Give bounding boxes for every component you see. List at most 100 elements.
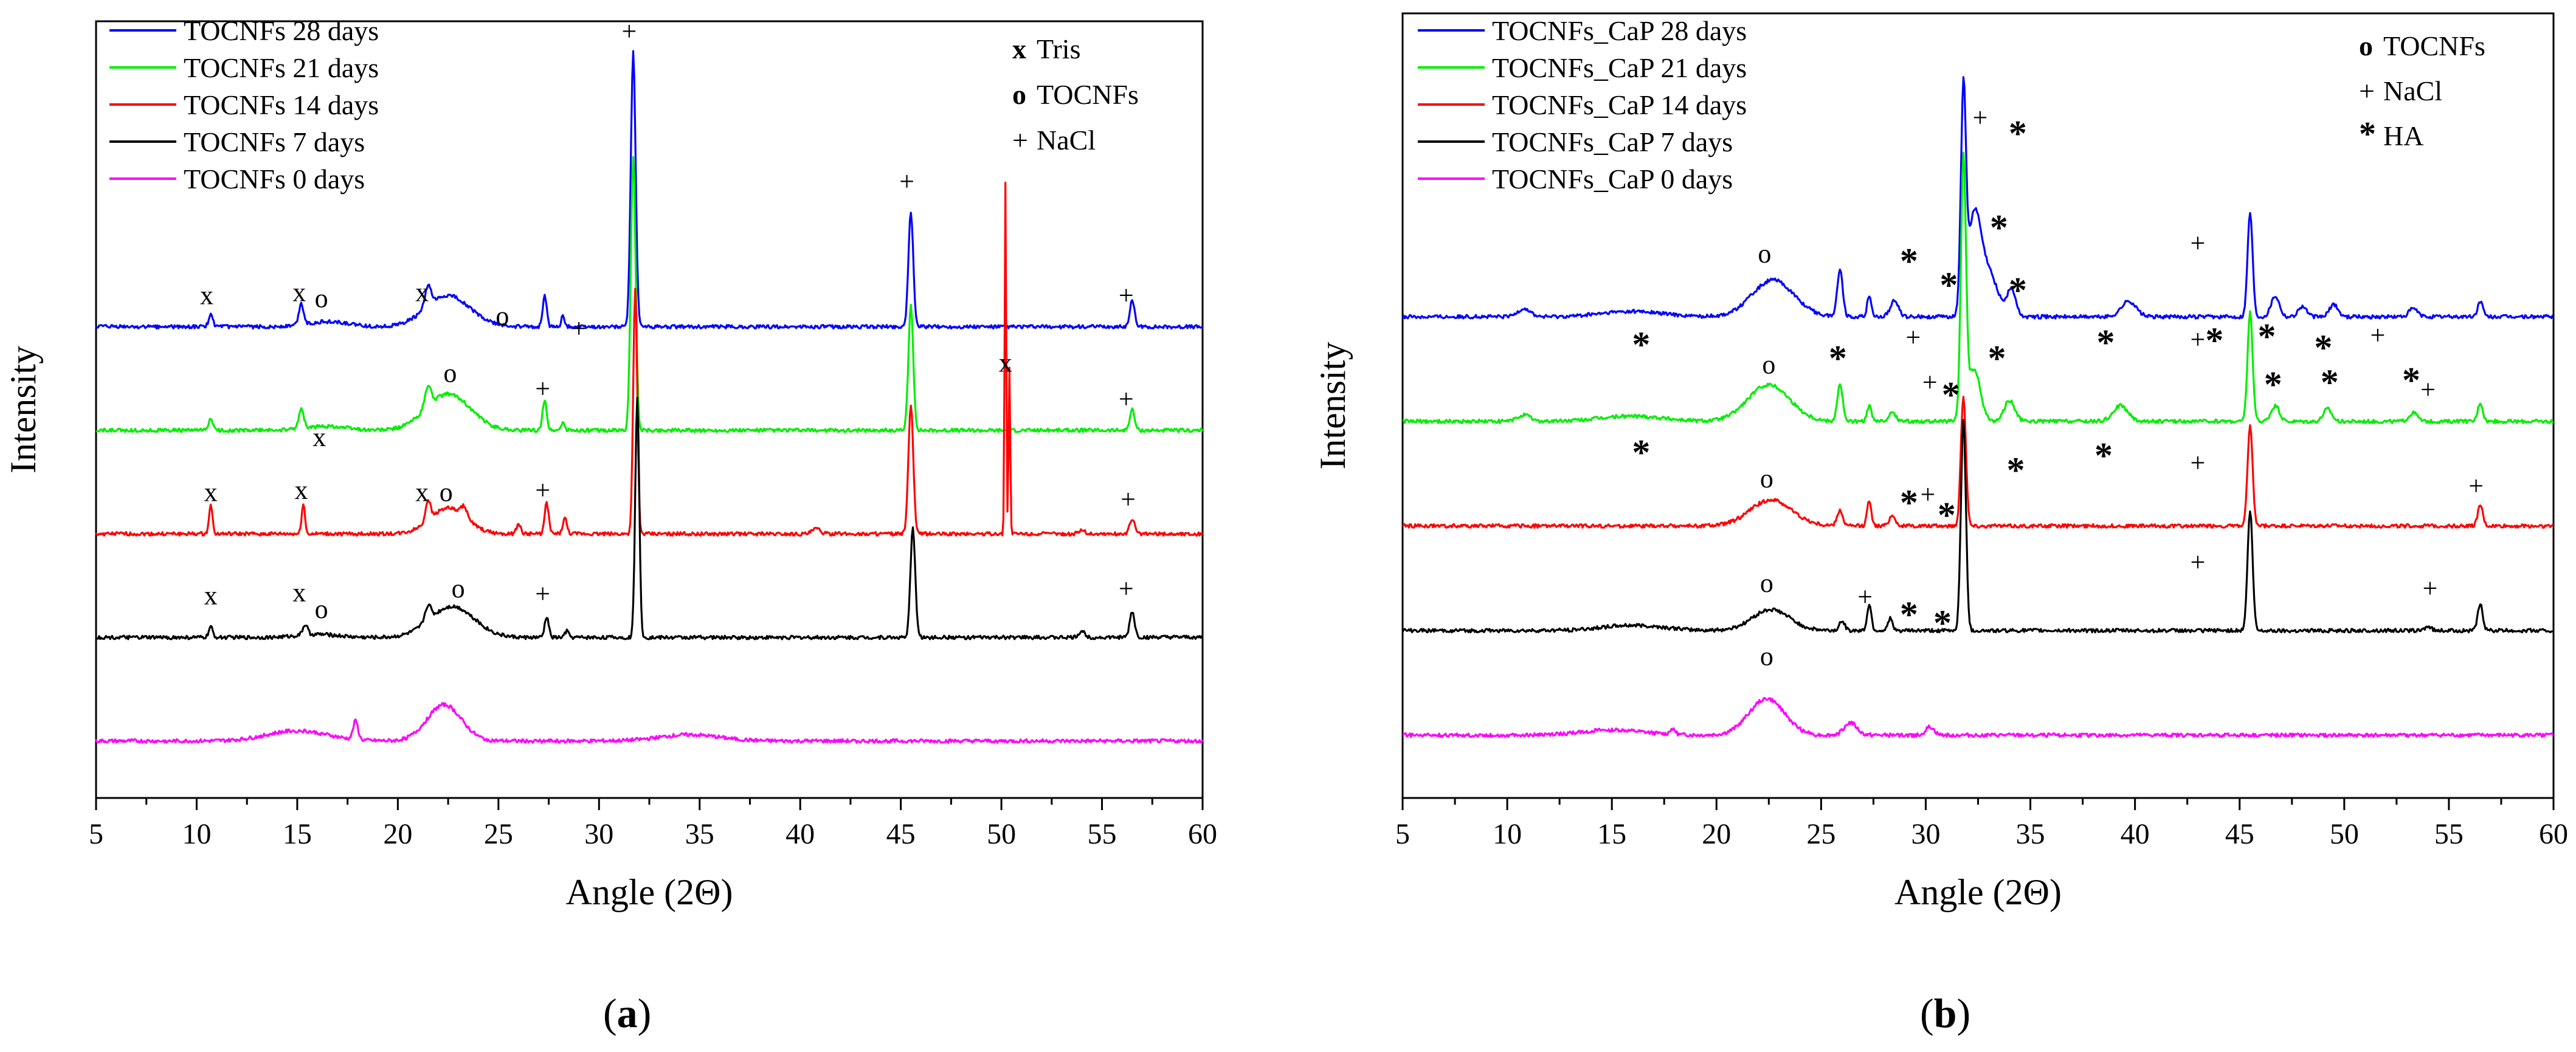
series-line-1 <box>1401 76 2554 320</box>
panel-b-caption-letter: b <box>1933 990 1957 1036</box>
marker-legend-label: Tris <box>1037 33 1080 64</box>
peak-marker: + <box>1119 281 1134 311</box>
legend-label: TOCNFs_CaP 21 days <box>1492 52 1747 83</box>
peak-marker: + <box>2423 574 2438 603</box>
peak-marker: o <box>496 301 509 331</box>
x-tick-label: 50 <box>2330 818 2359 850</box>
legend-label: TOCNFs 7 days <box>184 126 365 157</box>
marker-legend-label: TOCNFs <box>1037 79 1139 110</box>
peak-marker: o <box>443 358 457 388</box>
peak-marker: o <box>1760 464 1773 493</box>
series-line-1 <box>95 50 1204 330</box>
marker-legend-label: NaCl <box>1037 125 1096 156</box>
peak-marker: + <box>1857 582 1873 612</box>
peak-marker: + <box>2420 375 2436 405</box>
peak-marker: * <box>1632 325 1650 365</box>
peak-marker: + <box>1920 480 1935 509</box>
peak-marker: * <box>1938 495 1956 535</box>
marker-legend-label: HA <box>2383 120 2423 151</box>
x-axis-label: Angle (2Θ) <box>1894 872 2062 912</box>
peak-marker: * <box>2314 328 2332 368</box>
peak-marker: * <box>2205 320 2223 360</box>
peak-marker: + <box>1119 574 1134 603</box>
peak-marker: o <box>1758 239 1771 269</box>
peak-marker: o <box>440 477 453 507</box>
peak-marker: * <box>2096 323 2115 363</box>
panel-b-caption-close: ) <box>1956 990 1971 1036</box>
peak-marker: x <box>313 422 326 452</box>
peak-marker: * <box>1990 207 2008 247</box>
x-tick-label: 40 <box>786 818 815 850</box>
peak-marker: * <box>2402 360 2420 401</box>
x-tick-label: 10 <box>1493 818 1522 850</box>
peak-marker: x <box>295 475 308 505</box>
marker-legend-symbol: + <box>2359 75 2375 106</box>
peak-marker: * <box>1933 603 1952 643</box>
marker-legend-symbol: o <box>1012 79 1026 110</box>
marker-legend-symbol: + <box>1012 125 1028 156</box>
x-tick-label: 15 <box>1597 818 1626 850</box>
series-line-2 <box>95 156 1204 433</box>
series-line-4 <box>95 396 1204 641</box>
x-tick-label: 30 <box>584 818 613 850</box>
x-tick-label: 15 <box>283 818 312 850</box>
marker-legend-symbol: x <box>1012 33 1026 64</box>
x-tick-label: 55 <box>1088 818 1117 850</box>
x-tick-label: 60 <box>1188 818 1217 850</box>
peak-marker: * <box>2094 436 2113 476</box>
peak-marker: x <box>999 348 1012 377</box>
peak-marker: x <box>415 477 429 507</box>
panel-a-caption-open: ( <box>603 990 617 1036</box>
series-line-3 <box>95 181 1204 537</box>
chart-panel-b: 5 10 15 20 25 30 35 40 45 50 55 60 Angle (2Θ) Intensi… <box>1313 12 2568 912</box>
peak-marker: o <box>315 594 328 624</box>
peak-marker: * <box>2009 270 2027 311</box>
x-tick-label: 5 <box>1395 818 1410 850</box>
peak-marker: + <box>2190 448 2205 478</box>
peak-marker: + <box>621 16 637 46</box>
chart-panel-a: 5 10 15 20 25 30 35 40 45 50 55 60 Angle (2Θ) Intensi… <box>3 15 1217 912</box>
peak-marker: + <box>2190 548 2205 577</box>
legend-label: TOCNFs_CaP 7 days <box>1492 126 1733 157</box>
x-tick-label: 20 <box>1702 818 1731 850</box>
peak-marker: + <box>1922 368 1938 397</box>
peak-marker: + <box>1973 103 1988 132</box>
x-tick-label: 10 <box>182 818 211 850</box>
peak-marker: * <box>2009 113 2027 153</box>
legend-label: TOCNFs 28 days <box>184 15 379 46</box>
peak-marker: x <box>204 477 218 507</box>
peak-marker: * <box>1900 594 1918 634</box>
series-line-4 <box>1401 419 2554 634</box>
peak-marker: * <box>1632 432 1650 472</box>
peak-marker: * <box>1900 241 1918 281</box>
legend-label: TOCNFs 21 days <box>184 52 379 83</box>
peak-marker: o <box>452 574 465 603</box>
peak-marker: + <box>571 314 587 343</box>
marker-legend-label: TOCNFs <box>2383 30 2485 61</box>
peak-marker: * <box>1942 375 1960 415</box>
peak-marker: + <box>2370 320 2385 350</box>
peak-marker: * <box>1939 265 1958 305</box>
marker-legend-symbol: o <box>2359 30 2373 61</box>
x-tick-label: 50 <box>987 818 1016 850</box>
legend-label: TOCNFs_CaP 14 days <box>1492 89 1747 120</box>
legend-label: TOCNFs_CaP 28 days <box>1492 15 1747 46</box>
y-axis-label: Intensity <box>3 346 43 473</box>
peak-marker: o <box>1762 349 1775 379</box>
x-tick-label: 35 <box>2016 818 2045 850</box>
peak-marker: * <box>2321 362 2339 402</box>
peak-marker: x <box>200 281 213 311</box>
x-tick-label: 25 <box>484 818 513 850</box>
marker-legend-symbol: * <box>2359 115 2376 153</box>
peak-marker: * <box>2006 450 2025 490</box>
peak-marker: o <box>1760 642 1773 672</box>
peak-marker: * <box>2257 316 2276 356</box>
legend-label: TOCNFs_CaP 0 days <box>1492 163 1733 194</box>
panel-b-caption: (b) <box>1920 989 1970 1037</box>
x-axis-label: Angle (2Θ) <box>566 872 733 912</box>
peak-marker: + <box>1905 323 1921 352</box>
peak-marker: * <box>1829 338 1847 378</box>
panel-a-caption-letter: a <box>616 990 638 1036</box>
legend-label: TOCNFs 14 days <box>184 89 379 120</box>
